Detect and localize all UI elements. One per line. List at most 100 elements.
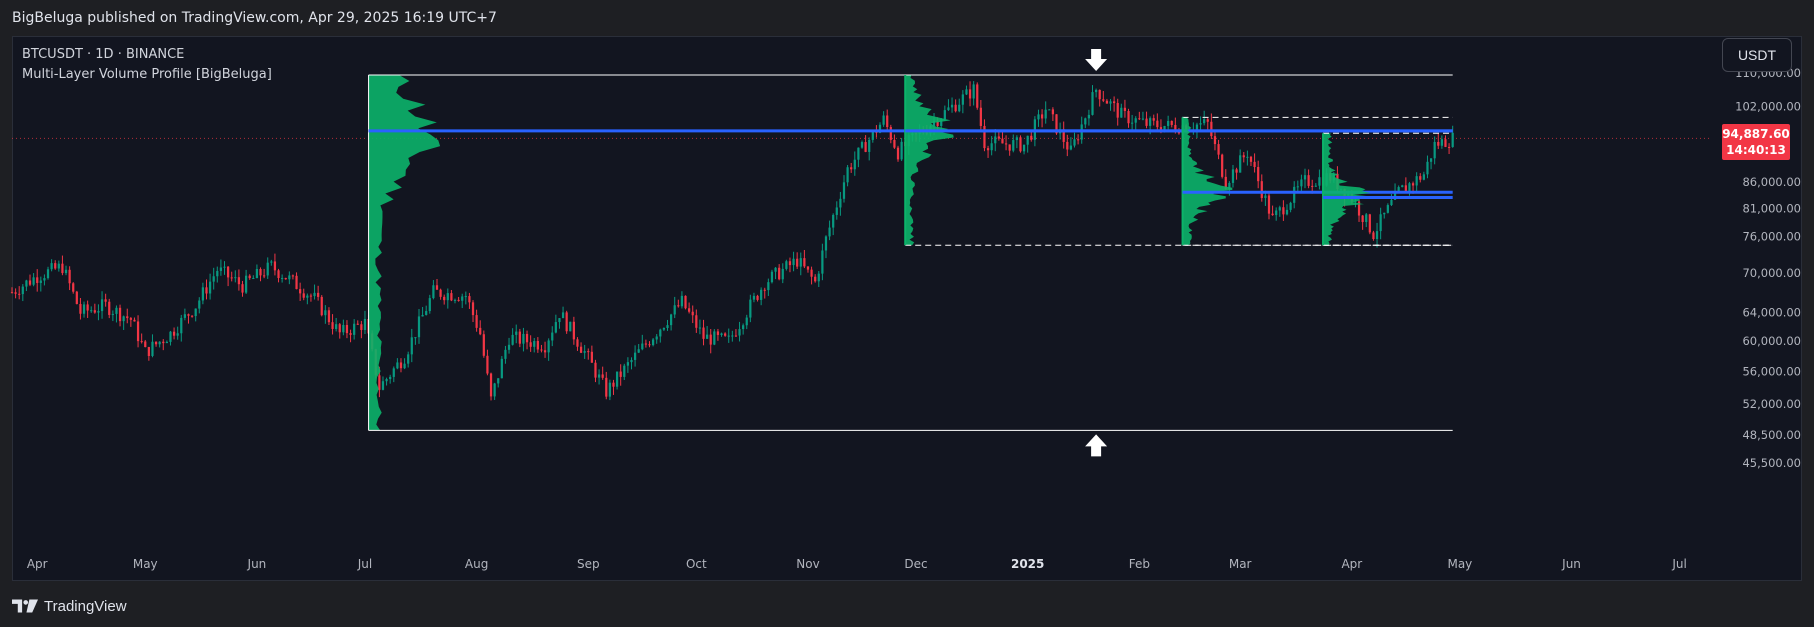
candle-body bbox=[619, 371, 622, 377]
candle-body bbox=[752, 295, 756, 300]
y-tick-label: 60,000.00 bbox=[1742, 334, 1801, 348]
y-tick-label: 64,000.00 bbox=[1742, 305, 1801, 319]
candle-body bbox=[10, 292, 14, 294]
candle-body bbox=[641, 343, 644, 350]
candle-body bbox=[1275, 210, 1278, 216]
candle-body bbox=[666, 325, 669, 328]
candle-body bbox=[93, 310, 96, 313]
candle-body bbox=[543, 350, 547, 353]
candle-body bbox=[1429, 158, 1433, 162]
candle-body bbox=[378, 375, 381, 390]
candle-body bbox=[1030, 135, 1033, 140]
candle-body bbox=[443, 296, 446, 301]
y-tick-label: 45,500.00 bbox=[1742, 456, 1801, 470]
x-tick-label: Jun bbox=[1561, 557, 1581, 571]
volume-profiles bbox=[368, 74, 1453, 431]
candle-body bbox=[947, 107, 950, 111]
x-tick-label: Jul bbox=[1671, 557, 1686, 571]
candle-body bbox=[720, 333, 723, 335]
candle-body bbox=[72, 283, 75, 292]
candle-body bbox=[1087, 114, 1091, 119]
candle-body bbox=[1141, 118, 1145, 120]
candle-body bbox=[1242, 155, 1245, 158]
candle-body bbox=[111, 313, 114, 315]
candle-body bbox=[288, 275, 291, 280]
candle-body bbox=[1170, 120, 1173, 125]
candle-body bbox=[1167, 120, 1170, 126]
y-tick-label: 52,000.00 bbox=[1742, 397, 1801, 411]
candle-body bbox=[1051, 109, 1055, 115]
candle-body bbox=[363, 318, 367, 330]
candle-body bbox=[295, 275, 298, 290]
candle-body bbox=[1073, 139, 1076, 146]
symbol-line[interactable]: BTCUSDT · 1D · BINANCE bbox=[22, 47, 185, 62]
candle-body bbox=[263, 275, 266, 277]
candle-body bbox=[381, 381, 385, 390]
candle-body bbox=[1311, 185, 1314, 187]
candle-body bbox=[860, 142, 864, 148]
candle-body bbox=[1401, 185, 1404, 188]
candle-body bbox=[1127, 110, 1130, 124]
candle-body bbox=[475, 315, 478, 328]
candle-body bbox=[1379, 214, 1382, 232]
currency-button[interactable]: USDT bbox=[1722, 38, 1792, 72]
candle-body bbox=[677, 305, 680, 307]
candle-body bbox=[129, 318, 132, 320]
candle-body bbox=[1285, 209, 1289, 215]
time-axis[interactable]: Apr May Jun Jul Aug Sep Oct Nov Dec 2025 Feb Mar Apr… bbox=[27, 557, 1687, 571]
candle-body bbox=[259, 269, 262, 276]
candle-body bbox=[309, 295, 313, 297]
indicator-name[interactable]: Multi-Layer Volume Profile [BigBeluga] bbox=[22, 67, 272, 82]
candle-body bbox=[36, 277, 39, 283]
candle-body bbox=[180, 317, 183, 334]
candle-body bbox=[349, 333, 352, 335]
candle-body bbox=[356, 323, 359, 325]
candle-body bbox=[853, 159, 856, 170]
candle-body bbox=[1296, 186, 1299, 188]
candle-body bbox=[154, 341, 158, 345]
candle-body bbox=[392, 368, 395, 377]
candle-body bbox=[151, 341, 154, 356]
candle-body bbox=[623, 365, 626, 377]
candle-body bbox=[226, 266, 230, 278]
last-price-value: 94,887.60 bbox=[1722, 127, 1790, 142]
price-axis[interactable]: 110,000.00102,000.0086,000.0081,000.0076… bbox=[1735, 66, 1801, 470]
candle-body bbox=[194, 308, 197, 317]
candle-body bbox=[201, 287, 205, 301]
candle-body bbox=[1113, 101, 1116, 104]
candle-body bbox=[864, 142, 867, 152]
candle-body bbox=[14, 292, 17, 294]
candle-body bbox=[453, 299, 457, 301]
candle-body bbox=[417, 316, 421, 338]
candle-body bbox=[857, 147, 860, 160]
candle-body bbox=[778, 267, 781, 280]
candle-body bbox=[810, 269, 813, 277]
candle-body bbox=[1246, 156, 1249, 158]
candle-body bbox=[994, 136, 997, 144]
candle-body bbox=[208, 281, 212, 294]
candle-body bbox=[468, 296, 471, 303]
candle-body bbox=[511, 334, 514, 345]
x-tick-label: Apr bbox=[1341, 557, 1362, 571]
candle-body bbox=[507, 344, 511, 350]
candle-body bbox=[338, 324, 341, 333]
x-tick-label: Nov bbox=[796, 557, 819, 571]
candle-body bbox=[695, 315, 698, 328]
candle-body bbox=[1138, 118, 1141, 120]
candle-body bbox=[1062, 129, 1065, 142]
candle-body bbox=[1199, 123, 1202, 125]
candle-body bbox=[1159, 127, 1163, 132]
candle-body bbox=[583, 351, 586, 353]
candle-body bbox=[1390, 199, 1393, 206]
candle-body bbox=[122, 316, 125, 322]
candle-body bbox=[990, 143, 993, 151]
candle-body bbox=[997, 136, 1000, 139]
candle-body bbox=[165, 341, 168, 344]
candle-body bbox=[590, 351, 593, 363]
candle-body bbox=[1422, 174, 1425, 180]
candle-body bbox=[1120, 107, 1123, 118]
candle-body bbox=[774, 267, 777, 272]
candle-body bbox=[565, 312, 568, 332]
candle-body bbox=[1048, 109, 1051, 111]
